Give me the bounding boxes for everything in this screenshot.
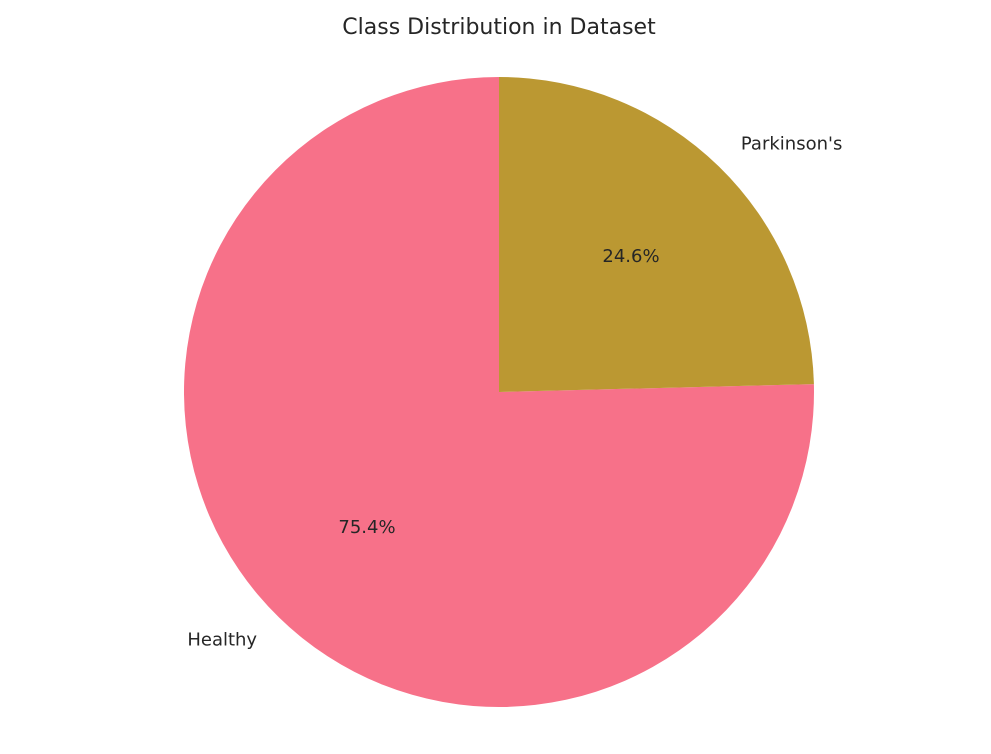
- chart-title: Class Distribution in Dataset: [342, 15, 656, 40]
- pie-slice-label: Healthy: [187, 630, 257, 651]
- pie-slice-label: Parkinson's: [741, 133, 842, 154]
- pie-pct-label: 24.6%: [602, 246, 659, 267]
- labels-layer: 75.4% Healthy 24.6% Parkinson's: [187, 133, 842, 650]
- pie-slice-healthy: [183, 77, 814, 707]
- pie-pct-label: 75.4%: [338, 517, 395, 538]
- slices-layer: [183, 77, 814, 707]
- pie-slice-parkinson-s: [499, 77, 814, 392]
